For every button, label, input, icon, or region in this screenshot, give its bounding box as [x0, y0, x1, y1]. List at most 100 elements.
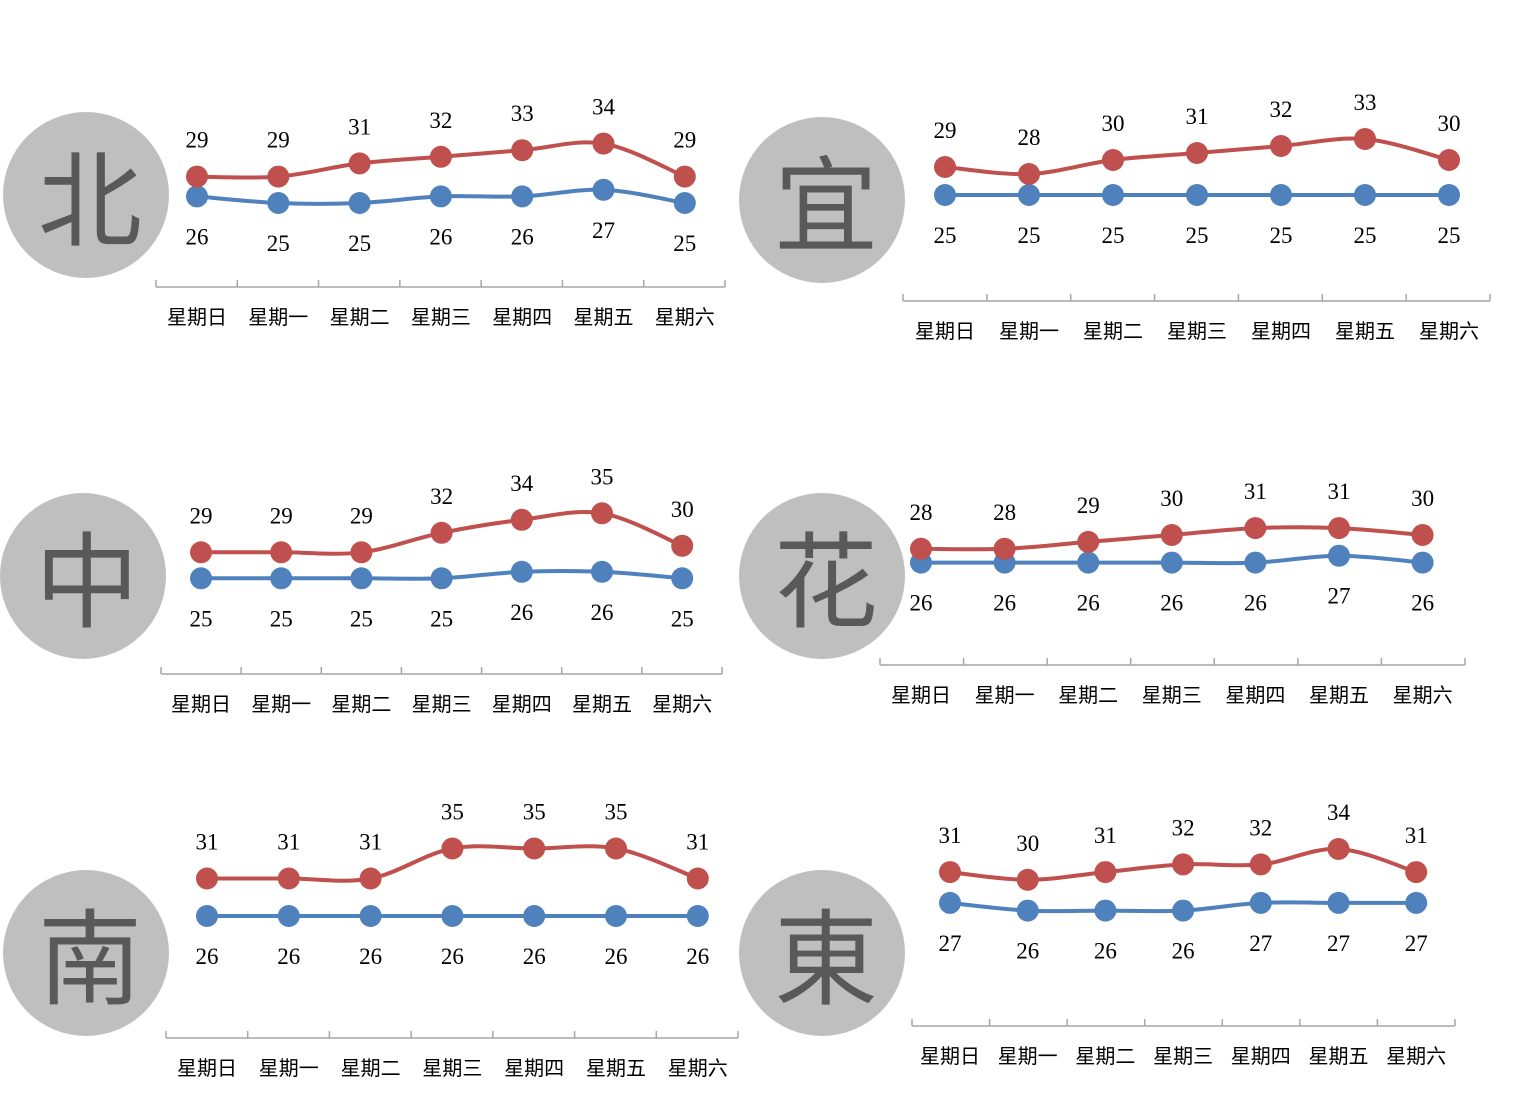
low-temp-label: 25 [1186, 223, 1209, 248]
high-temp-label: 31 [1094, 823, 1117, 848]
high-temp-label: 35 [523, 800, 546, 825]
high-temp-point [1249, 853, 1272, 876]
city-badge: 中 [0, 493, 166, 659]
high-temp-label: 30 [1160, 486, 1183, 511]
low-temp-point [1186, 184, 1208, 206]
low-temp-label: 27 [592, 218, 615, 243]
high-temp-point [348, 152, 371, 175]
high-temp-point [429, 145, 452, 168]
x-tick-label: 星期六 [652, 693, 712, 716]
low-temp-point [1411, 551, 1434, 574]
low-temp-point [1018, 184, 1040, 206]
x-tick-label: 星期四 [504, 1058, 564, 1080]
high-temp-label: 30 [1016, 831, 1039, 856]
low-temp-label: 26 [1016, 939, 1039, 964]
low-temp-label: 26 [441, 944, 464, 969]
low-temp-point [1327, 891, 1350, 914]
low-temp-point [510, 560, 533, 583]
low-temp-point [441, 905, 464, 927]
high-temp-point [441, 837, 464, 860]
high-temp-point [196, 867, 218, 890]
x-tick-label: 星期一 [248, 307, 308, 329]
low-temp-point [348, 192, 371, 214]
high-temp-point [1160, 524, 1183, 546]
high-temp-point [1328, 517, 1350, 540]
x-tick-label: 星期四 [1251, 321, 1311, 343]
high-temp-point [671, 534, 694, 557]
low-temp-label: 26 [1094, 939, 1117, 964]
low-temp-point [1328, 544, 1350, 567]
high-temp-label: 33 [511, 101, 534, 126]
high-temp-label: 33 [1354, 90, 1377, 115]
low-temp-point [1405, 891, 1428, 914]
low-temp-label: 26 [1172, 939, 1195, 964]
high-temp-point [1186, 142, 1208, 164]
city-badge: 東 [739, 870, 905, 1036]
x-tick-label: 星期二 [341, 1058, 401, 1080]
x-tick-label: 星期六 [655, 306, 715, 329]
x-tick-label: 星期一 [998, 1046, 1058, 1068]
low-temp-label: 26 [1244, 591, 1267, 616]
high-temp-point [1016, 868, 1039, 891]
low-temp-point [605, 905, 627, 927]
low-temp-label: 25 [1270, 223, 1293, 248]
low-temp-point [1249, 891, 1272, 914]
x-tick-label: 星期日 [167, 307, 227, 329]
low-temp-label: 25 [1018, 223, 1041, 248]
low-temp-point [1354, 184, 1376, 206]
low-temp-point [1102, 184, 1124, 206]
low-temp-point [1244, 551, 1267, 574]
x-tick-label: 星期日 [171, 694, 231, 716]
x-tick-label: 星期六 [1386, 1045, 1446, 1068]
low-temp-point [934, 184, 956, 206]
low-temp-point [359, 905, 382, 927]
x-tick-label: 星期四 [1225, 685, 1285, 707]
low-temp-point [350, 567, 373, 590]
high-temp-label: 31 [277, 830, 300, 855]
high-temp-label: 30 [1438, 111, 1461, 136]
high-temp-label: 30 [1411, 486, 1434, 511]
high-temp-label: 35 [441, 800, 464, 825]
low-temp-point [1438, 184, 1460, 206]
x-tick-label: 星期六 [668, 1057, 728, 1080]
low-temp-label: 27 [1327, 931, 1350, 956]
high-temp-label: 32 [1172, 815, 1195, 840]
x-tick-label: 星期二 [331, 694, 391, 716]
low-temp-label: 26 [686, 944, 709, 969]
high-temp-label: 31 [1186, 104, 1209, 129]
x-tick-label: 星期四 [1231, 1046, 1291, 1068]
x-tick-label: 星期五 [574, 307, 634, 329]
high-temp-point [686, 867, 709, 890]
low-temp-label: 26 [591, 600, 614, 625]
high-temp-label: 29 [934, 118, 957, 143]
high-temp-point [605, 837, 627, 860]
low-temp-point [592, 178, 615, 201]
low-temp-label: 25 [1354, 223, 1377, 248]
low-temp-point [1077, 551, 1100, 574]
high-temp-label: 31 [686, 830, 709, 855]
high-temp-label: 29 [270, 503, 293, 528]
low-temp-label: 25 [190, 606, 213, 631]
high-temp-label: 29 [350, 503, 373, 528]
high-temp-point [350, 541, 373, 564]
high-temp-label: 29 [190, 503, 213, 528]
low-temp-point [1160, 551, 1183, 574]
low-temp-point [523, 905, 546, 927]
x-tick-label: 星期六 [1419, 320, 1479, 343]
high-temp-point [511, 139, 534, 162]
low-temp-label: 27 [939, 931, 962, 956]
city-badge: 花 [739, 493, 905, 659]
low-temp-label: 26 [429, 224, 452, 249]
low-temp-point [1270, 184, 1292, 206]
low-temp-label: 25 [1102, 223, 1125, 248]
low-temp-label: 27 [1249, 931, 1272, 956]
low-temp-point [591, 560, 613, 583]
high-temp-point [1244, 517, 1267, 540]
city-label: 宜 [773, 146, 878, 268]
city-label: 東 [773, 899, 878, 1021]
low-temp-label: 26 [523, 944, 546, 969]
high-temp-label: 34 [592, 95, 616, 120]
